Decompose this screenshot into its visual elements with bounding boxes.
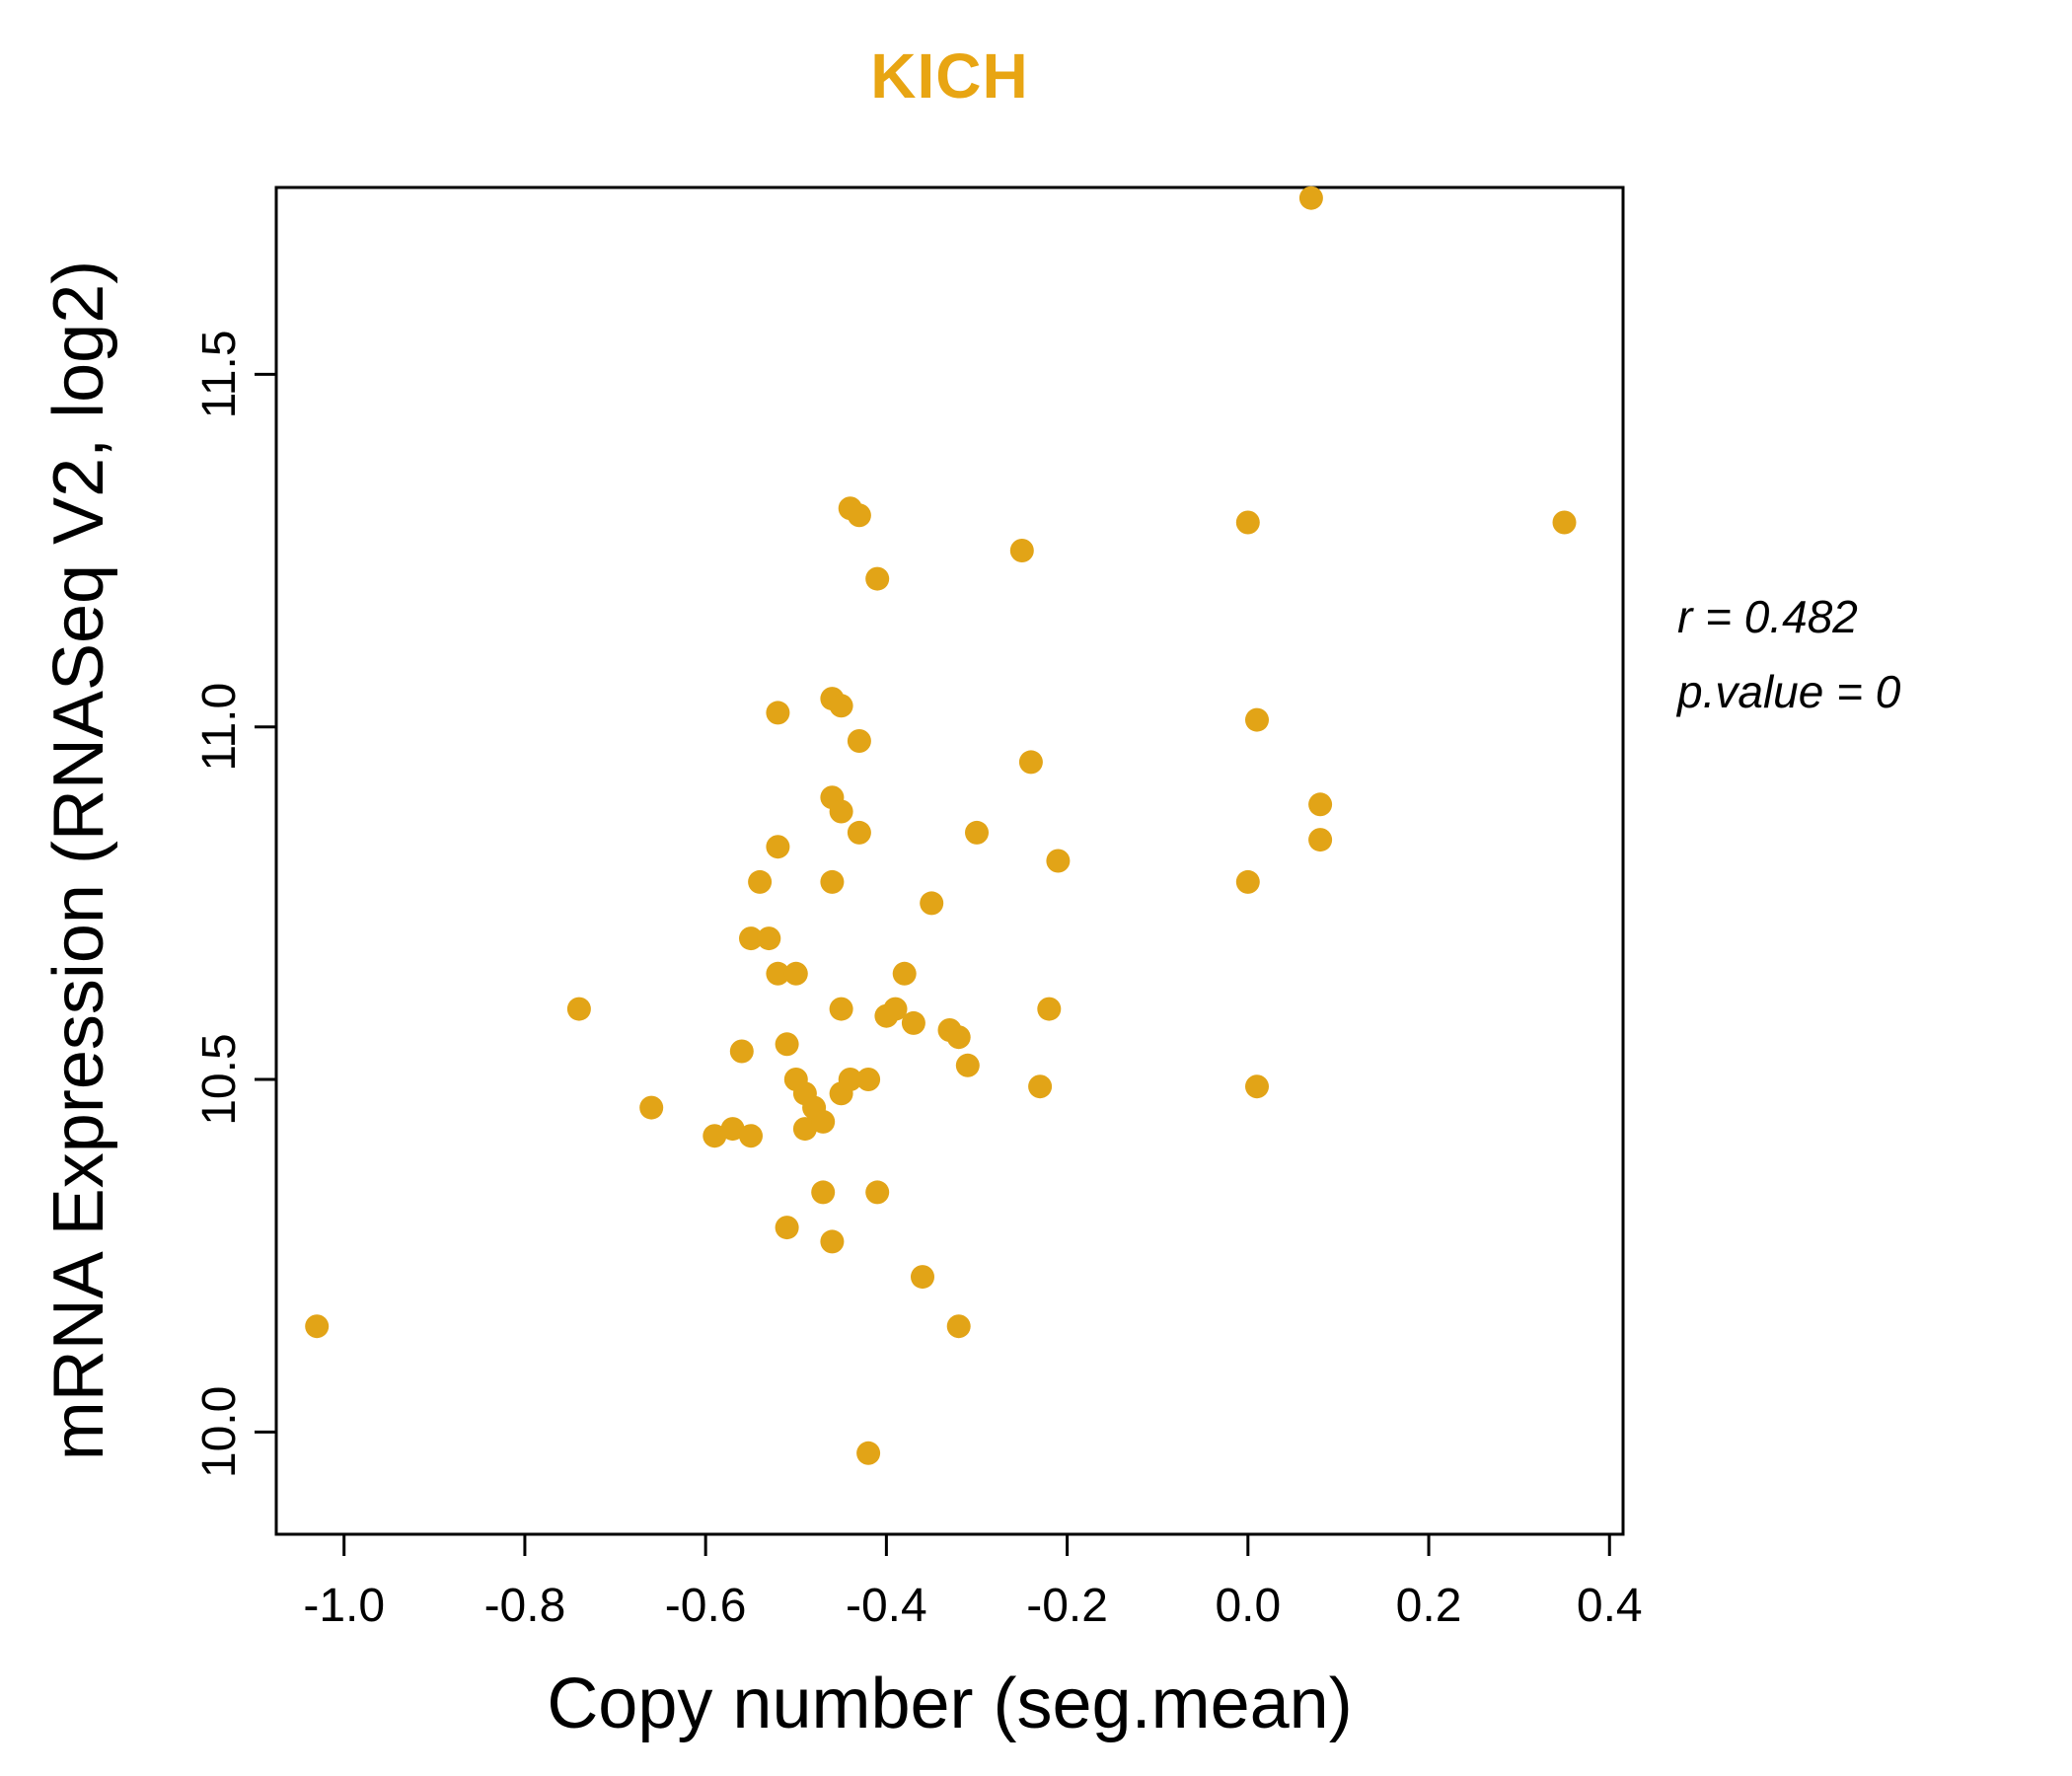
x-axis-label: Copy number (seg.mean) [547,1665,1353,1743]
data-point [766,701,790,725]
data-point [766,961,790,986]
data-point [1235,869,1260,894]
data-point [1235,510,1260,535]
y-axis-label: mRNA Expression (RNASeq V2, log2) [39,259,118,1461]
data-point [856,1068,881,1091]
data-point [1018,750,1043,775]
y-tick-label: 10.5 [193,1033,246,1125]
data-point [847,820,871,845]
data-point [965,820,989,845]
data-point [911,1265,934,1290]
x-tick-label: 0.2 [1396,1580,1462,1632]
data-point [865,566,890,591]
y-tick-label: 10.0 [193,1386,246,1478]
x-tick-label: -0.4 [846,1580,927,1632]
data-point [775,1216,799,1240]
data-point [946,1314,971,1339]
data-point [811,1180,836,1205]
data-point [639,1095,664,1120]
data-point [757,926,781,951]
data-point [1046,849,1071,873]
data-point [1308,828,1333,852]
data-point [720,1117,745,1142]
data-point [1009,539,1034,562]
data-point [829,694,853,718]
data-point [703,1124,727,1148]
plot-border [274,185,1625,1536]
y-tick-label: 11.0 [193,683,246,772]
x-tick-label: 0.4 [1577,1580,1643,1632]
data-point [856,1441,881,1465]
data-point [1037,997,1062,1021]
stats-annotation: r = 0.482 p.value = 0 [1677,580,1900,730]
data-point [920,891,944,916]
data-point [820,869,845,894]
data-point [792,1117,817,1142]
data-point [566,997,591,1021]
data-point [838,1068,862,1091]
x-tick-label: -1.0 [303,1580,385,1632]
data-point [739,926,763,951]
data-point [847,729,871,753]
data-point [883,997,908,1021]
data-point [1028,1074,1053,1099]
data-point [1298,185,1323,210]
data-point [1245,707,1269,732]
data-point [955,1053,980,1077]
data-point [739,1124,763,1148]
data-point [775,1032,799,1057]
data-point [729,1039,754,1064]
data-point [783,961,808,986]
data-point [829,997,853,1021]
chart-title: KICH [870,40,1029,111]
data-point [766,835,790,859]
correlation-r-value: r = 0.482 [1677,591,1858,642]
y-tick-label: 11.5 [193,330,246,418]
data-point [305,1314,330,1339]
x-tick-label: -0.2 [1026,1580,1108,1632]
data-point [1245,1074,1269,1099]
data-point [946,1025,971,1050]
x-tick-label: -0.8 [484,1580,566,1632]
x-tick-label: -0.6 [665,1580,747,1632]
x-tick-label: 0.0 [1215,1580,1281,1632]
data-point [1308,792,1333,817]
p-value: p.value = 0 [1677,665,1901,717]
data-point [820,1229,845,1254]
data-point [892,961,917,986]
data-point [847,503,871,528]
data-point [748,869,773,894]
data-point [811,1109,836,1134]
data-point [1552,510,1577,535]
data-point [901,1010,925,1035]
data-point [829,799,853,824]
data-point [865,1180,890,1205]
